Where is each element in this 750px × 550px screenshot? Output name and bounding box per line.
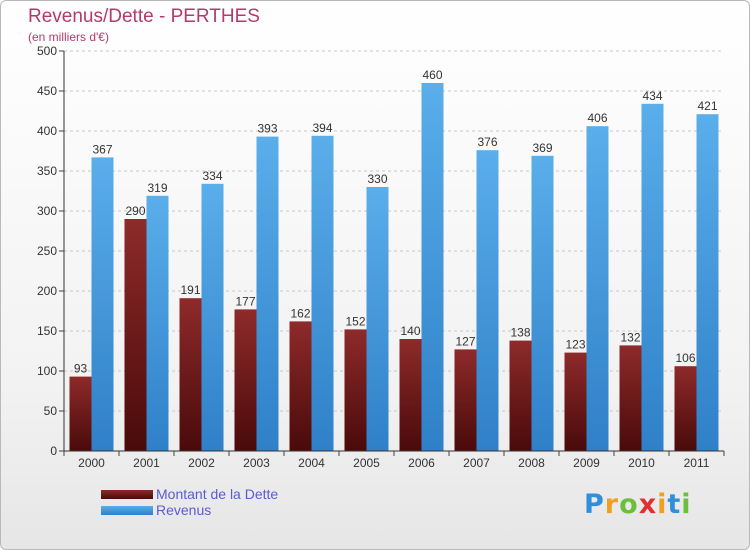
logo-letter: r [604,489,620,520]
data-label-debt: 191 [180,283,200,297]
data-label-revenue: 376 [477,135,497,149]
bar-revenue [146,195,169,451]
bar-debt [454,349,477,451]
x-tick-label: 2000 [78,456,105,470]
bar-revenue [586,126,609,451]
bar-debt [289,321,312,451]
chart-subtitle: (en milliers d'€) [28,30,109,44]
bar-debt [399,339,422,451]
data-label-debt: 132 [620,330,640,344]
bar-debt [179,298,202,451]
logo-letter: t [667,489,682,520]
data-label-debt: 162 [290,306,310,320]
y-tick-label: 500 [37,44,57,58]
bar-revenue [531,155,554,452]
bar-debt [344,329,367,451]
x-tick-label: 2007 [463,456,490,470]
y-tick-label: 50 [44,404,58,418]
data-label-revenue: 319 [147,181,167,195]
logo-letter: i [657,489,668,520]
x-tick-label: 2004 [298,456,325,470]
x-tick-label: 2005 [353,456,380,470]
y-tick-label: 350 [37,164,57,178]
data-label-debt: 140 [400,324,420,338]
data-label-revenue: 406 [587,111,607,125]
grid [64,50,724,452]
y-tick-label: 250 [37,244,57,258]
data-label-revenue: 434 [642,89,662,103]
y-tick-label: 450 [37,84,57,98]
legend-swatch-debt [101,490,153,499]
bar-revenue [696,114,719,451]
bar-revenue [311,135,334,452]
data-label-debt: 127 [455,334,475,348]
data-label-debt: 138 [510,326,530,340]
chart-title: Revenus/Dette - PERTHES [28,6,260,27]
y-tick-label: 150 [37,324,57,338]
data-label-revenue: 334 [202,169,222,183]
bar-revenue [641,103,664,452]
bar-revenue [476,150,499,451]
logo-letter: P [584,489,605,520]
bar-debt [564,352,587,451]
x-tick-label: 2002 [188,456,215,470]
bar-debt [69,376,92,451]
x-tick-label: 2010 [628,456,655,470]
data-label-revenue: 367 [92,142,112,156]
data-label-debt: 152 [345,314,365,328]
y-tick-label: 100 [37,364,57,378]
data-label-revenue: 330 [367,172,387,186]
data-label-revenue: 460 [422,68,442,82]
legend-swatch-revenue [101,506,153,515]
bar-revenue [421,83,444,451]
data-label-revenue: 394 [312,121,332,135]
bar-debt [509,340,532,451]
bars [69,83,719,452]
bar-debt [619,345,642,451]
logo-letter: i [681,489,692,520]
proxiti-logo: Proxiti [584,489,692,520]
data-label-debt: 93 [74,362,88,376]
logo-letter: x [638,489,658,520]
bar-debt [124,219,147,451]
bar-revenue [91,157,114,451]
data-label-revenue: 393 [257,122,277,136]
legend-label-debt: Montant de la Dette [156,486,279,502]
x-tick-label: 2009 [573,456,600,470]
y-tick-label: 400 [37,124,57,138]
bar-revenue [201,183,224,452]
legend-label-revenue: Revenus [156,502,212,518]
logo-letter: o [619,489,639,520]
bar-revenue [366,187,389,451]
data-label-revenue: 369 [532,141,552,155]
axes: 0 50 100 150 200 250 300 350 400 450 500 2000 2001 20… [37,44,725,470]
y-tick-label: 300 [37,204,57,218]
y-tick-label: 200 [37,284,57,298]
data-label-debt: 177 [235,294,255,308]
bar-revenue [256,136,279,451]
y-tick-label: 0 [50,444,57,458]
bar-debt [234,309,257,451]
data-label-debt: 106 [675,351,695,365]
data-label-revenue: 421 [697,99,717,113]
data-label-debt: 290 [125,204,145,218]
x-tick-label: 2001 [133,456,160,470]
x-tick-label: 2008 [518,456,545,470]
x-tick-label: 2006 [408,456,435,470]
x-tick-label: 2003 [243,456,270,470]
x-tick-label: 2011 [684,456,710,470]
bar-debt [674,366,697,451]
data-label-debt: 123 [565,338,585,352]
